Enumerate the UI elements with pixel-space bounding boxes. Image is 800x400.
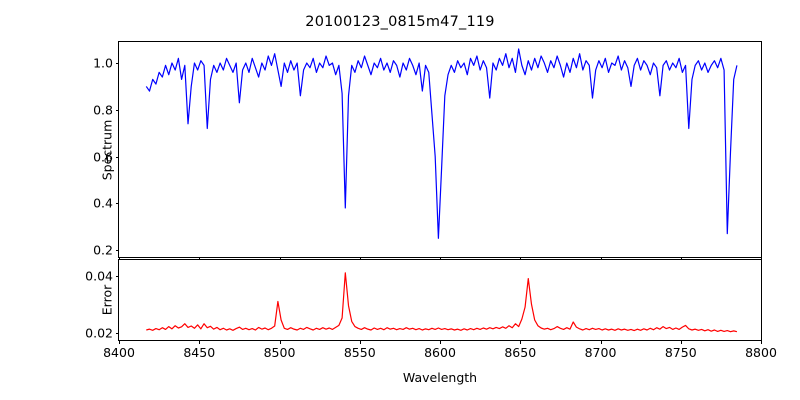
x-tick-mark [520, 340, 522, 344]
x-tick-label: 8500 [263, 345, 296, 360]
y-tick-label: 1.0 [93, 55, 113, 71]
x-tick-label: 8400 [103, 345, 135, 360]
x-axis-label: Wavelength [402, 370, 478, 385]
x-tick-mark [359, 257, 361, 261]
x-tick-label: 8450 [183, 345, 216, 360]
error-plot-area: Error 0.02 0.04 8400 8450 8500 8550 8600 8650 87… [85, 259, 777, 360]
x-tick-mark [761, 257, 763, 261]
x-tick-label: 8800 [745, 345, 777, 360]
spectrum-plot-area: Spectrum 0.2 0.4 0.6 0.8 1.0 [93, 41, 763, 261]
x-tick-mark [279, 257, 281, 261]
y-tick-label: 0.02 [85, 325, 113, 341]
x-tick-mark [600, 340, 602, 344]
page-title: 20100123_0815m47_119 [305, 14, 495, 30]
y-tick-label: 0.6 [93, 149, 113, 164]
y-tick-mark [115, 275, 119, 277]
y-tick-label: 0.8 [93, 102, 113, 118]
x-tick-label: 8600 [424, 345, 456, 360]
y-tick-mark [115, 156, 119, 158]
x-tick-label: 8750 [664, 345, 697, 360]
x-tick-mark [680, 340, 682, 344]
x-tick-mark [359, 340, 361, 344]
x-tick-mark [600, 257, 602, 261]
x-tick-mark [199, 340, 201, 344]
y-tick-label: 0.2 [93, 242, 113, 258]
y-tick-mark [115, 109, 119, 111]
x-tick-mark [440, 340, 442, 344]
error-line-series [119, 260, 761, 340]
x-tick-mark [680, 257, 682, 261]
y-tick-label: 0.04 [85, 268, 113, 284]
x-tick-mark [761, 340, 763, 344]
x-tick-mark [119, 257, 121, 261]
x-tick-mark [440, 257, 442, 261]
x-tick-label: 8550 [343, 345, 376, 360]
x-tick-mark [199, 257, 201, 261]
y-tick-mark [115, 332, 119, 334]
y-tick-mark [115, 249, 119, 252]
y-tick-mark [115, 63, 119, 65]
error-y-axis-label: Error [99, 284, 115, 316]
x-tick-mark [279, 340, 281, 344]
x-tick-label: 8650 [504, 345, 537, 360]
y-tick-label: 0.4 [93, 195, 113, 211]
x-tick-mark [520, 257, 522, 261]
x-tick-label: 8700 [584, 345, 617, 360]
spectrum-line-series [119, 42, 761, 257]
x-tick-mark [119, 340, 121, 344]
y-tick-mark [115, 203, 119, 205]
